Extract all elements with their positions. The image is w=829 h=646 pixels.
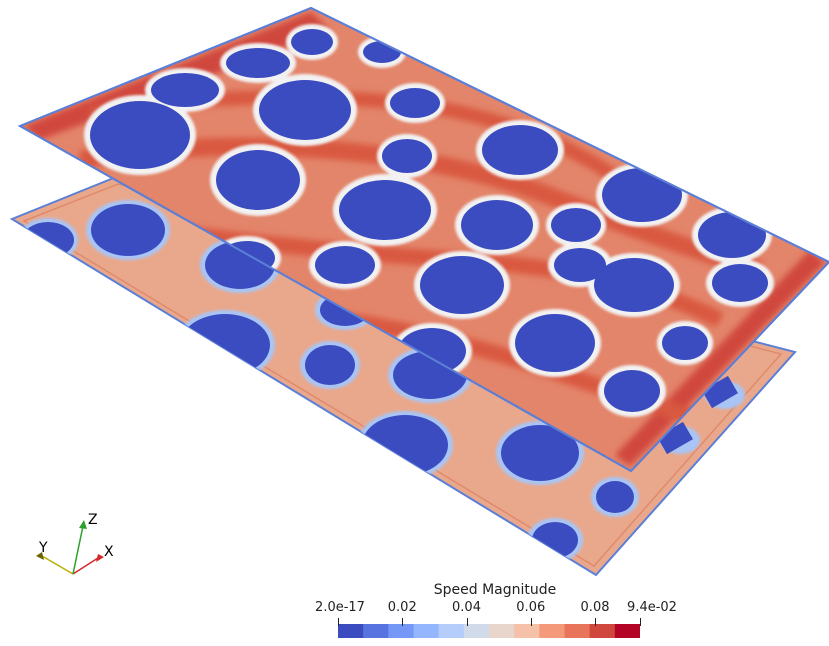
- upper-slice: [17, 6, 829, 473]
- colorbar-swatch: [539, 624, 565, 638]
- colorbar-swatch: [363, 624, 389, 638]
- colorbar-tick-label: 0.06: [516, 600, 546, 615]
- orientation-axes[interactable]: X Y Z: [28, 510, 128, 582]
- colorbar-tick-mark: [530, 618, 532, 626]
- colorbar-swatch: [438, 624, 465, 638]
- axes-triad-svg: [36, 520, 104, 575]
- y-axis-arrow: [36, 552, 44, 560]
- lower-slice: [9, 175, 797, 577]
- colorbar-tick-mark: [402, 618, 404, 626]
- colorbar-title: Speed Magnitude: [433, 582, 557, 598]
- colorbar-tick-label: 9.4e-02: [627, 600, 677, 615]
- colorbar-tick-mark: [466, 618, 468, 626]
- colorbar-swatch: [489, 624, 515, 638]
- upper-obstacles: [90, 29, 768, 412]
- upper-slice-border: [17, 6, 829, 473]
- colorbar-swatch: [463, 624, 490, 638]
- colorbar-tick-label: 0.08: [580, 600, 610, 615]
- colorbar-swatch: [614, 624, 640, 638]
- scalar-colorbar[interactable]: Speed Magnitude 2.0e-17 0.02 0.04 0.06 0.08 9…: [300, 580, 690, 646]
- colorbar-swatch: [338, 624, 364, 638]
- colorbar-ramp: [338, 624, 640, 638]
- colorbar-swatch: [564, 624, 591, 638]
- colorbar-tick-mark: [640, 618, 641, 626]
- y-axis-label: Y: [39, 540, 48, 556]
- colorbar-tick-label: 0.02: [387, 600, 417, 615]
- z-axis-arrow: [79, 520, 87, 529]
- colorbar-swatch: [388, 624, 414, 638]
- colorbar-tick-mark: [595, 618, 597, 626]
- z-axis-line: [72, 525, 84, 575]
- x-axis-label: X: [104, 544, 114, 560]
- z-axis-label: Z: [88, 512, 98, 528]
- colorbar-tick-label: 2.0e-17: [315, 600, 365, 615]
- x-axis-arrow: [96, 554, 104, 562]
- x-axis-line: [72, 557, 99, 575]
- colorbar-swatch: [514, 624, 540, 638]
- y-axis-line: [41, 555, 74, 575]
- colorbar-tick-label: 0.04: [452, 600, 481, 615]
- colorbar-swatch: [589, 624, 616, 638]
- lower-obstacles: [18, 200, 745, 562]
- colorbar-swatch: [413, 624, 440, 638]
- colorbar-tick-mark: [338, 618, 339, 626]
